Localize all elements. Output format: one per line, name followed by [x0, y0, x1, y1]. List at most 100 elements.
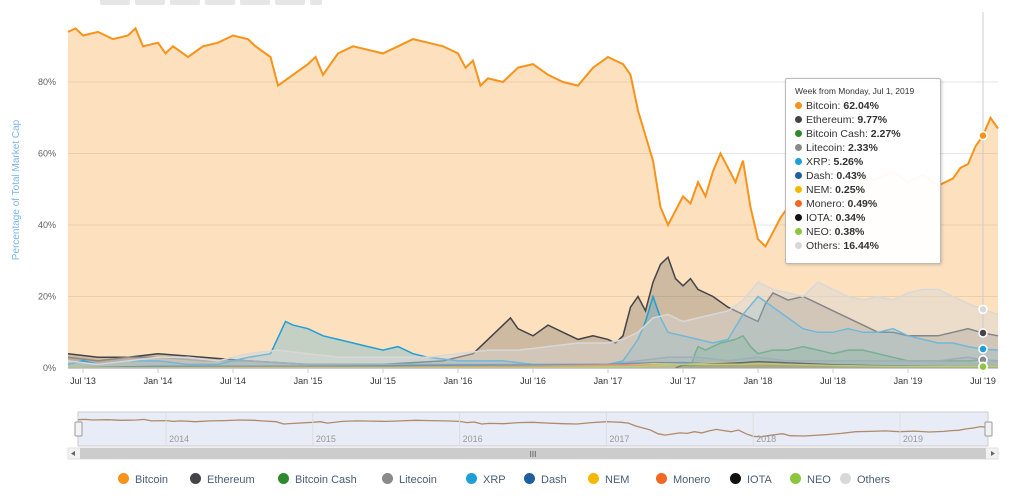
tooltip-series-value: 0.25% — [835, 184, 865, 196]
legend-item-nem[interactable]: NEM — [588, 471, 629, 489]
tooltip-series-name: NEO: — [806, 226, 835, 238]
legend-dot-icon — [790, 473, 801, 484]
area-bitcoin-cash — [690, 335, 998, 368]
line-litecoin[interactable] — [67, 356, 999, 366]
legend-item-bitcoin-cash[interactable]: Bitcoin Cash — [278, 471, 357, 489]
navigator-tick-label: 2019 — [903, 434, 923, 444]
x-tick-label: Jan '18 — [744, 376, 773, 386]
navigator-mask[interactable] — [77, 411, 989, 447]
y-axis-ticks: 0% 20% 40% 60% 80% — [38, 77, 56, 373]
tooltip-series-name: Bitcoin Cash: — [806, 128, 871, 140]
x-tick-label: Jul '16 — [520, 376, 546, 386]
x-tick-label: Jan '19 — [894, 376, 923, 386]
series-dot-icon — [795, 116, 802, 123]
tooltip-series-name: Dash: — [806, 170, 837, 182]
navigator-tick-label: 2014 — [169, 434, 189, 444]
legend-item-xrp[interactable]: XRP — [466, 471, 506, 489]
navigator-left-handle[interactable] — [74, 421, 83, 437]
series-dot-icon — [795, 158, 802, 165]
navigator-tick-label: 2016 — [463, 434, 483, 444]
scrollbar-thumb[interactable] — [80, 448, 986, 459]
zoom-button-6[interactable] — [275, 0, 305, 5]
x-tick-label: Jul '18 — [820, 376, 846, 386]
tooltip-row-nem: NEM: 0.25% — [786, 183, 940, 197]
line-others[interactable] — [67, 281, 999, 366]
tooltip-series-name: Others: — [806, 240, 844, 252]
zoom-button-4[interactable] — [205, 0, 235, 5]
line-xrp[interactable] — [67, 294, 999, 366]
tooltip-series-name: XRP: — [806, 156, 834, 168]
scrollbar-grip[interactable]: III — [530, 450, 537, 459]
legend-dot-icon — [730, 473, 741, 484]
legend-label: XRP — [483, 474, 506, 486]
tooltip-series-value: 5.26% — [833, 156, 864, 168]
navigator-tick-label: 2017 — [609, 434, 629, 444]
tooltip-row-others: Others: 16.44% — [786, 239, 940, 253]
area-others — [68, 282, 998, 368]
legend-label: Monero — [673, 474, 711, 486]
tooltip-series-value: 0.43% — [836, 170, 867, 182]
tooltip-row-dash: Dash: 0.43% — [786, 169, 940, 183]
series-dot-icon — [795, 130, 802, 137]
legend-item-litecoin[interactable]: Litecoin — [382, 471, 437, 489]
tooltip-header: Week from Monday, Jul 1, 2019 — [795, 86, 915, 96]
x-tick-label: Jul '14 — [220, 376, 246, 386]
legend-item-monero[interactable]: Monero — [656, 471, 710, 489]
tooltip-series-name: IOTA: — [806, 212, 836, 224]
navigator-series — [77, 418, 989, 438]
navigator-tick-label: 2018 — [756, 434, 776, 444]
tooltip-row-iota: IOTA: 0.34% — [786, 211, 940, 225]
area-neo — [68, 363, 998, 368]
line-neo[interactable] — [67, 362, 998, 369]
tooltip-series-name: Ethereum: — [806, 114, 858, 126]
zoom-button-2[interactable] — [135, 0, 165, 5]
tooltip-series-name: Bitcoin: — [806, 100, 844, 112]
legend-item-others[interactable]: Others — [840, 471, 890, 489]
line-ethereum[interactable] — [67, 255, 999, 366]
navigator-right-handle[interactable] — [984, 421, 993, 437]
series-dot-icon — [795, 242, 802, 249]
y-axis-title: Percentage of Total Market Cap — [11, 119, 22, 260]
tooltip-row-litecoin: Litecoin: 2.33% — [786, 141, 940, 155]
legend-label: Dash — [541, 474, 567, 486]
series-dot-icon — [795, 186, 802, 193]
top-toolbar-strip — [0, 0, 1024, 6]
legend-item-iota[interactable]: IOTA — [730, 471, 772, 489]
zoom-button-1[interactable] — [100, 0, 130, 5]
y-tick-label: 40% — [38, 220, 56, 230]
crosshair-point-bitcoin — [978, 130, 988, 141]
x-tick-label: Jul '15 — [370, 376, 396, 386]
crosshair-point-neo — [978, 361, 988, 372]
legend-dot-icon — [588, 473, 599, 484]
legend-dot-icon — [840, 473, 851, 484]
scroll-right-arrow-icon[interactable] — [991, 451, 995, 456]
legend-label: NEO — [807, 474, 831, 486]
x-tick-label: Jul '19 — [970, 376, 996, 386]
zoom-button-5[interactable] — [240, 0, 270, 5]
legend-item-dash[interactable]: Dash — [524, 471, 567, 489]
y-tick-label: 20% — [38, 292, 56, 302]
series-dot-icon — [795, 102, 802, 109]
legend-dot-icon — [190, 473, 201, 484]
legend-label: IOTA — [747, 474, 772, 486]
zoom-button-3[interactable] — [170, 0, 200, 5]
navigator[interactable]: 2014 2015 2016 2017 2018 2019 III — [67, 411, 999, 460]
legend-dot-icon — [656, 473, 667, 484]
tooltip-series-value: 2.27% — [870, 128, 901, 140]
x-tick-label: Jan '17 — [594, 376, 623, 386]
series-dot-icon — [795, 200, 802, 207]
tooltip-row-ethereum: Ethereum: 9.77% — [786, 113, 940, 127]
tooltip-series-value: 0.38% — [834, 226, 865, 238]
zoom-button-7[interactable] — [310, 0, 322, 5]
x-tick-label: Jan '16 — [444, 376, 473, 386]
scroll-left-arrow-icon[interactable] — [71, 451, 75, 456]
area-xrp — [68, 296, 998, 368]
legend-item-ethereum[interactable]: Ethereum — [190, 471, 255, 489]
tooltip-row-monero: Monero: 0.49% — [786, 197, 940, 211]
legend-label: Bitcoin — [135, 474, 169, 486]
legend-label: Ethereum — [207, 474, 255, 486]
series-dot-icon — [795, 172, 802, 179]
legend-item-neo[interactable]: NEO — [790, 471, 831, 489]
legend-item-bitcoin[interactable]: Bitcoin — [118, 471, 168, 489]
tooltip-series-name: Monero: — [806, 198, 848, 210]
